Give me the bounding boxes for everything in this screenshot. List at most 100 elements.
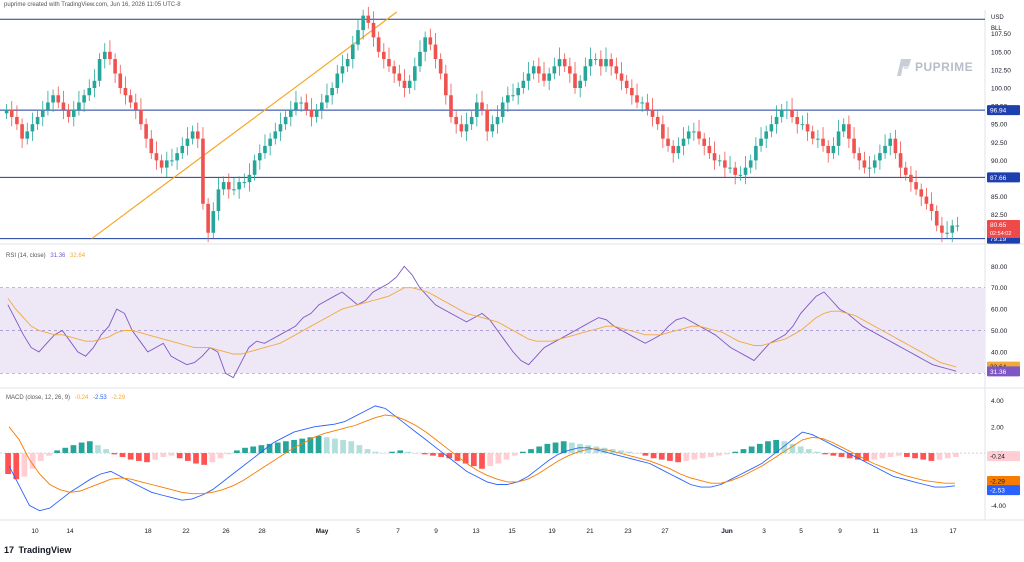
candle xyxy=(604,47,608,73)
candle xyxy=(180,137,185,159)
macd-histogram-bar xyxy=(46,453,52,456)
macd-histogram-bar xyxy=(340,439,346,454)
macd-histogram-bar xyxy=(879,453,886,459)
macd-histogram-bar xyxy=(773,439,780,454)
candle xyxy=(221,176,226,196)
macd-last-value-label: -2.29 xyxy=(987,476,1020,487)
candle xyxy=(92,69,97,98)
macd-histogram-bar xyxy=(5,453,11,474)
macd-histogram-bar xyxy=(658,453,665,460)
macd-histogram-bar xyxy=(225,453,232,455)
x-tick-label: 26 xyxy=(222,528,230,535)
candle xyxy=(175,147,179,170)
rsi-ma-legend-value: 32.64 xyxy=(70,253,86,259)
macd-histogram-bar xyxy=(78,442,85,454)
x-tick-label: 11 xyxy=(873,528,880,535)
candle xyxy=(552,57,557,80)
candle xyxy=(754,137,758,170)
candle xyxy=(547,67,551,91)
candle xyxy=(97,53,102,87)
candle xyxy=(712,141,717,170)
svg-text:-2.53: -2.53 xyxy=(990,488,1005,495)
candle xyxy=(893,129,898,159)
macd-histogram-bar xyxy=(642,453,649,456)
candle xyxy=(593,53,598,65)
rsi-ma-line xyxy=(7,287,957,368)
rsi-last-value-label: 31.36 xyxy=(987,366,1020,377)
candle xyxy=(206,198,210,243)
trendline xyxy=(91,11,398,240)
candle xyxy=(201,127,205,210)
macd-histogram-bar xyxy=(601,447,608,454)
candle xyxy=(216,177,221,221)
macd-last-value-label: -2.53 xyxy=(987,485,1020,496)
macd-histogram-bar xyxy=(332,438,338,454)
macd-histogram-bar xyxy=(675,453,681,463)
candle xyxy=(630,79,634,105)
candle-countdown: 02:54:02 xyxy=(990,231,1011,237)
candle xyxy=(914,170,918,196)
macd-histogram-bar xyxy=(634,453,641,454)
candle xyxy=(707,137,712,159)
macd-histogram-bar xyxy=(21,453,28,477)
macd-histogram-bar xyxy=(667,453,673,461)
candle xyxy=(387,47,391,73)
macd-histogram-bar xyxy=(307,437,314,454)
macd-histogram-bar xyxy=(364,449,371,454)
macd-histogram-bar xyxy=(495,453,502,464)
macd-histogram-bar xyxy=(683,453,690,461)
macd-histogram-bar xyxy=(70,445,77,454)
macd-histogram-bar xyxy=(299,438,306,454)
candle xyxy=(624,74,629,94)
candle xyxy=(418,40,422,73)
candle xyxy=(268,132,272,156)
macd-histogram-bar xyxy=(95,445,101,454)
macd-signal-line xyxy=(8,414,955,495)
candle xyxy=(635,83,639,109)
macd-histogram-bar xyxy=(855,453,861,460)
x-tick-label: 13 xyxy=(472,528,480,535)
candle xyxy=(46,90,50,116)
candle xyxy=(857,147,862,170)
candle xyxy=(614,57,619,80)
price-tick-label: 90.00 xyxy=(991,158,1008,165)
macd-histogram-bar xyxy=(184,453,191,461)
candle xyxy=(87,79,92,102)
candle xyxy=(826,140,831,163)
candle xyxy=(847,115,851,149)
price-currency: USD xyxy=(991,15,1004,21)
candle xyxy=(113,53,117,83)
macd-histogram-bar xyxy=(814,451,820,454)
puprime-logo-text: PUPRIME xyxy=(915,60,974,74)
candle xyxy=(35,111,40,130)
macd-histogram-bar xyxy=(797,446,804,454)
candle xyxy=(676,137,681,159)
candle xyxy=(945,221,949,239)
candle xyxy=(25,122,30,145)
macd-histogram-bar xyxy=(209,453,216,463)
svg-text:-0.24: -0.24 xyxy=(990,454,1005,461)
macd-histogram-bar xyxy=(160,453,167,457)
macd-histogram-bar xyxy=(846,453,853,459)
candle xyxy=(133,93,138,120)
y-axes: USDBLL82.5085.0087.5090.0092.5095.0097.5… xyxy=(987,15,1020,510)
candle xyxy=(366,6,371,29)
candle xyxy=(242,173,247,188)
candle xyxy=(661,115,665,149)
candle xyxy=(686,125,691,145)
candle xyxy=(738,166,743,181)
candle xyxy=(717,154,722,167)
candle xyxy=(645,93,650,116)
macd-histogram-bar xyxy=(887,453,894,457)
macd-histogram-bar xyxy=(920,453,927,460)
rsi-legend-title: RSI (14, close) xyxy=(6,253,46,259)
macd-line xyxy=(8,405,955,512)
macd-histogram-bar xyxy=(372,451,379,454)
candle xyxy=(542,61,546,87)
tradingview-brand: TradingView xyxy=(18,545,72,555)
candle xyxy=(790,98,794,123)
candle xyxy=(61,90,66,120)
price-panel xyxy=(0,6,1024,521)
macd-line-legend-value: -2.53 xyxy=(93,395,107,401)
